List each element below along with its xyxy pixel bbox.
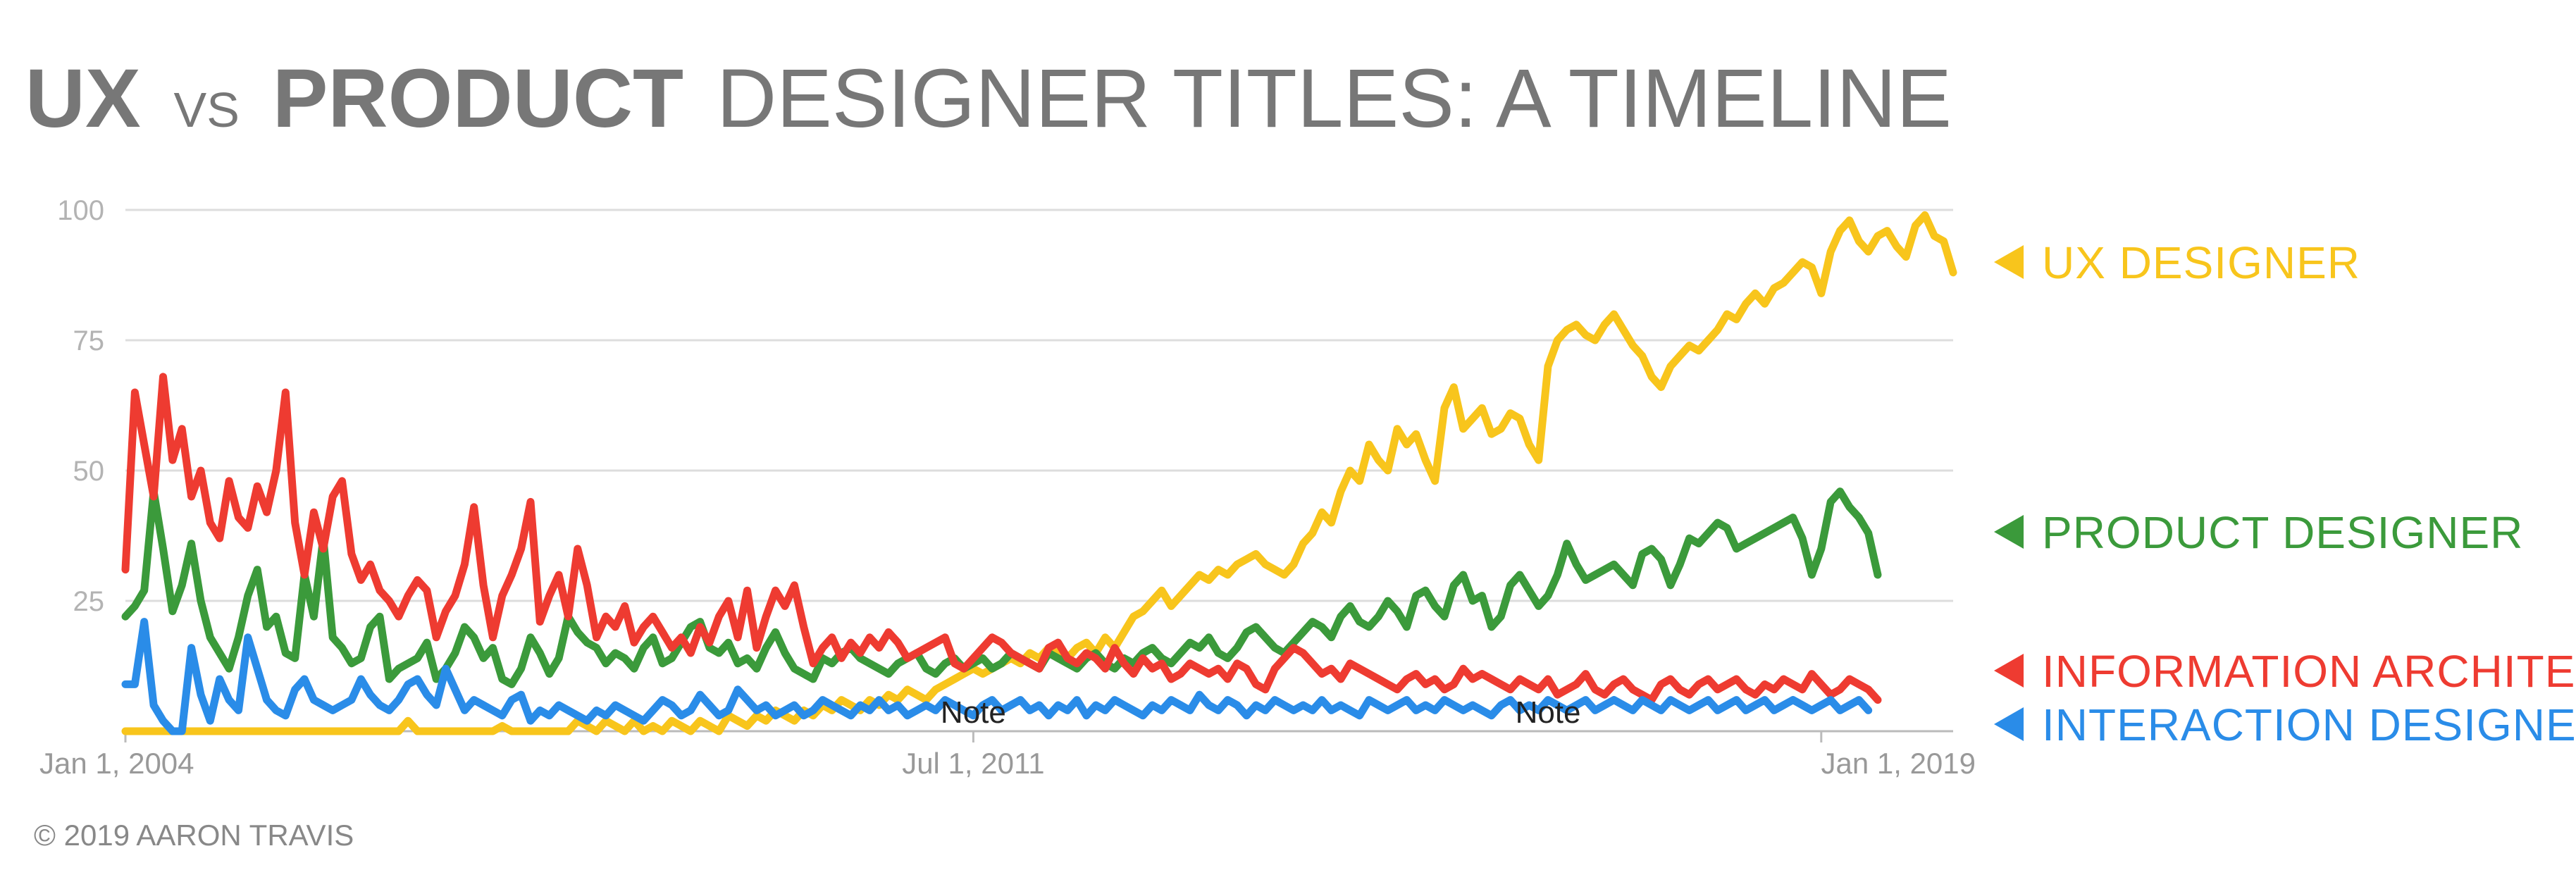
- legend-marker-ux: [1994, 245, 2024, 279]
- note-annotation: Note: [941, 695, 1006, 730]
- series-line-ux: [121, 211, 1957, 735]
- y-tick-label: 25: [73, 586, 105, 617]
- y-tick-label: 100: [57, 195, 104, 226]
- x-axis: Jan 1, 2004 Jul 1, 2011 Jan 1, 2019: [39, 731, 1976, 780]
- series-line-info: [121, 373, 1882, 704]
- legend-marker-info: [1994, 654, 2024, 688]
- x-tick-label: Jan 1, 2004: [39, 747, 194, 780]
- legend-marker-product: [1994, 515, 2024, 549]
- title-rest: DESIGNER TITLES: A TIMELINE: [717, 52, 1952, 145]
- title-ux: UX: [25, 52, 141, 145]
- legend: UX DESIGNER PRODUCT DESIGNER INFORMATION A…: [1994, 237, 2576, 750]
- chart-title: UX VS PRODUCT DESIGNER TITLES: A TIMELIN…: [25, 52, 1952, 145]
- series-lines: [121, 211, 1957, 735]
- legend-label-interaction: INTERACTION DESIGNER: [2042, 700, 2576, 750]
- notes: Note Note: [941, 695, 1581, 730]
- series-line-product: [121, 487, 1882, 688]
- y-tick-label: 50: [73, 456, 105, 487]
- note-annotation: Note: [1516, 695, 1581, 730]
- title-product: PRODUCT: [273, 52, 683, 145]
- legend-label-ux: UX DESIGNER: [2042, 237, 2360, 288]
- x-tick-label: Jul 1, 2011: [902, 747, 1044, 780]
- legend-label-info: INFORMATION ARCHITECT: [2042, 646, 2576, 697]
- series-line-interaction: [121, 618, 1873, 735]
- x-tick-label: Jan 1, 2019: [1821, 747, 1976, 780]
- y-tick-label: 75: [73, 325, 105, 356]
- title-vs: VS: [174, 82, 240, 137]
- legend-marker-interaction: [1994, 707, 2024, 741]
- y-axis: 100 75 50 25: [57, 195, 104, 617]
- legend-label-product: PRODUCT DESIGNER: [2042, 507, 2523, 558]
- credit: © 2019 AARON TRAVIS: [34, 819, 354, 852]
